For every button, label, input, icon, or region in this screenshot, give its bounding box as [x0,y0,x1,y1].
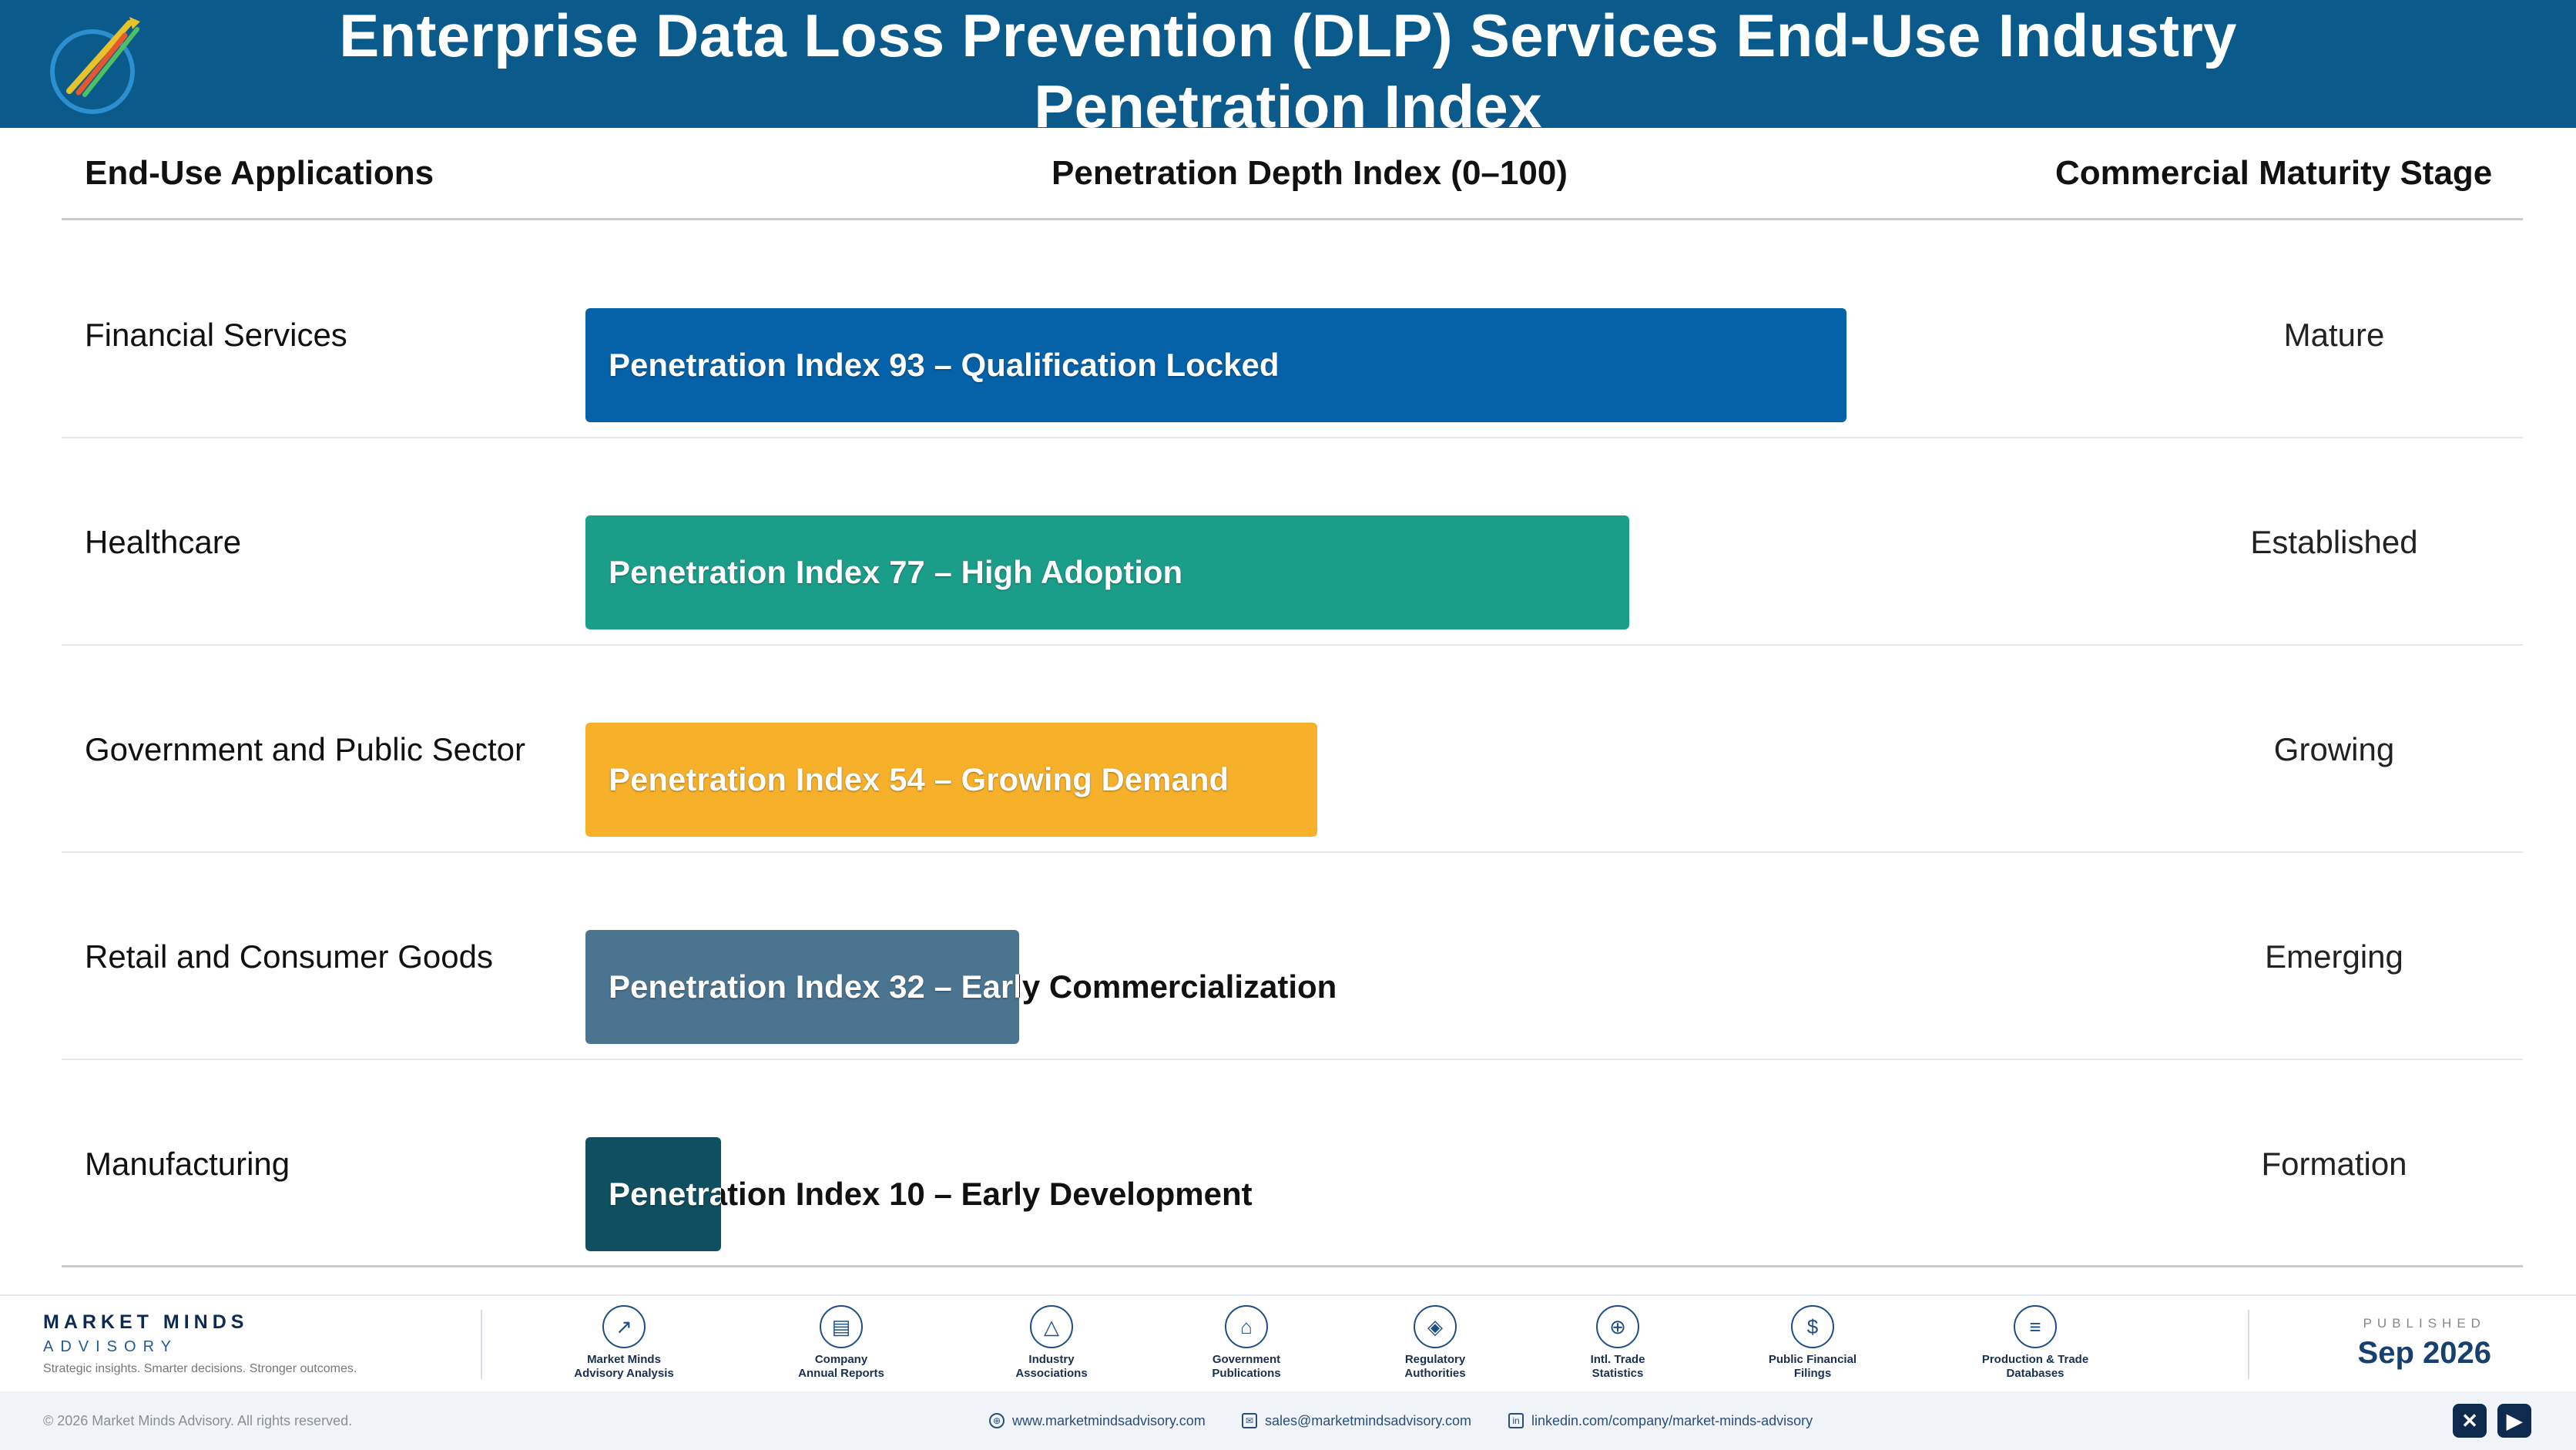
maturity-stage: Established [2250,523,2418,560]
published-label: PUBLISHED [2363,1316,2486,1331]
chart-row: Financial Services Penetration Index 93 –… [62,231,2523,438]
bar-data-label-inside: Penetration Index 54 – Growing Demand [609,761,1229,797]
source-label: Government Publications [1212,1353,1281,1380]
brand-tagline: Strategic insights. Smarter decisions. S… [43,1362,357,1375]
header-banner: Enterprise Data Loss Prevention (DLP) Se… [0,0,2576,140]
government-building-icon: ⌂ [1225,1305,1268,1348]
chart-row: Healthcare Penetration Index 77 – High Ad… [62,438,2523,646]
bar-track: Penetration Index 93 – Qualification Loc… [585,308,1941,422]
bar [585,308,1846,422]
bar-data-label: Penetration Index 54 – Growing Demand [609,761,1229,797]
source-label: Public Financial Filings [1768,1353,1857,1380]
category-label: Manufacturing [85,1145,290,1182]
chart-row: Retail and Consumer Goods Penetration Ind… [62,853,2523,1060]
email-link[interactable]: ✉ sales@marketmindsadvisory.com [1242,1391,1471,1450]
source-item: ⌂ Government Publications [1162,1305,1331,1381]
bar-data-label: Penetration Index 77 – High Adoption [609,554,1183,590]
brand-sub: ADVISORY [43,1338,178,1355]
page-title: Enterprise Data Loss Prevention (DLP) Se… [339,2,2237,140]
source-item: ⊕ Intl. Trade Statistics [1533,1305,1702,1381]
chart-row: Manufacturing Penetration Index 10 – Earl… [62,1060,2523,1267]
youtube-icon[interactable]: ▶ [2497,1404,2531,1438]
bar-track: Penetration Index 77 – High Adoption Pene… [585,515,1941,629]
globe-icon: ⊕ [989,1413,1005,1428]
bar-data-label-inside: Penetration Index 93 – Qualification Loc… [609,347,1280,383]
bar [585,930,1019,1044]
category-label: Financial Services [85,316,347,353]
source-label: Industry Associations [1015,1353,1088,1380]
maturity-stage: Formation [2261,1145,2407,1182]
column-header-applications: End-Use Applications [85,154,434,192]
bar-data-label-inside: Penetration Index 10 – Early Development [609,1176,721,1212]
source-item: ◈ Regulatory Authorities [1350,1305,1520,1381]
bar-data-label: Penetration Index 93 – Qualification Loc… [609,347,1280,383]
source-label: Regulatory Authorities [1404,1353,1466,1380]
linkedin-link[interactable]: in linkedin.com/company/market-minds-adv… [1508,1391,1813,1450]
bar-data-label-inside: Penetration Index 77 – High Adoption [609,554,1183,590]
bar-label-overlay: Penetration Index 32 – Early Commerciali… [585,930,1019,1044]
source-label: Market Minds Advisory Analysis [574,1353,674,1380]
bar-data-label: Penetration Index 10 – Early Development [609,1176,1253,1212]
bar [585,515,1629,629]
bar-label-overlay: Penetration Index 77 – High Adoption [585,515,1629,629]
shield-icon: ◈ [1414,1305,1457,1348]
bar [585,723,1317,837]
bar-label-overlay: Penetration Index 10 – Early Development [585,1137,721,1251]
brand-name: MARKET MINDS [43,1311,249,1333]
column-header-maturity: Commercial Maturity Stage [2055,154,2493,192]
bar-track: Penetration Index 32 – Early Commerciali… [585,930,1941,1044]
source-label: Intl. Trade Statistics [1590,1353,1645,1380]
logo-icon [50,17,140,114]
category-label: Government and Public Sector [85,730,525,767]
network-icon: △ [1030,1305,1073,1348]
sources-list: ↗ Market Minds Advisory Analysis ▤ Company … [539,1305,2126,1390]
bar-data-label: Penetration Index 32 – Early Commerciali… [609,968,1337,1005]
chart-row: Government and Public Sector Penetration … [62,646,2523,853]
bar-track: Penetration Index 10 – Early Development… [585,1137,1941,1251]
source-item: ▤ Company Annual Reports [756,1305,926,1381]
coin-icon: $ [1791,1305,1834,1348]
linkedin-text: linkedin.com/company/market-minds-adviso… [1531,1413,1813,1428]
maturity-stage: Emerging [2265,938,2403,975]
website-text: www.marketmindsadvisory.com [1012,1413,1206,1428]
source-item: $ Public Financial Filings [1728,1305,1897,1381]
chart-line-icon: ↗ [602,1305,646,1348]
published-block: PUBLISHED Sep 2026 [2358,1316,2491,1371]
brand-block: MARKET MINDS ADVISORY Strategic insights… [43,1311,357,1376]
x-social-icon[interactable]: ✕ [2453,1404,2487,1438]
column-header-depth: Penetration Depth Index (0–100) [1052,154,1568,192]
source-item: ↗ Market Minds Advisory Analysis [539,1305,709,1381]
database-icon: ≡ [2014,1305,2057,1348]
document-icon: ▤ [820,1305,863,1348]
source-item: ≡ Production & Trade Databases [1950,1305,2120,1381]
footer: MARKET MINDS ADVISORY Strategic insights… [0,1294,2576,1390]
bar-track: Penetration Index 54 – Growing Demand Pen… [585,723,1941,837]
bottom-bar: © 2026 Market Minds Advisory. All rights… [0,1391,2576,1450]
bar-label-overlay: Penetration Index 54 – Growing Demand [585,723,1317,837]
email-text: sales@marketmindsadvisory.com [1265,1413,1472,1428]
published-date: Sep 2026 [2357,1336,2491,1370]
bar-data-label-inside: Penetration Index 32 – Early Commerciali… [609,968,1019,1005]
footer-divider [481,1310,482,1379]
website-link[interactable]: ⊕ www.marketmindsadvisory.com [989,1391,1206,1450]
source-label: Production & Trade Databases [1981,1353,2089,1380]
category-label: Retail and Consumer Goods [85,938,493,975]
source-label: Company Annual Reports [798,1353,884,1380]
header-divider [62,218,2523,220]
category-label: Healthcare [85,523,242,560]
maturity-stage: Mature [2283,316,2385,353]
bar-label-overlay: Penetration Index 93 – Qualification Loc… [585,308,1846,422]
maturity-stage: Growing [2273,730,2395,767]
globe-icon: ⊕ [1596,1305,1639,1348]
source-item: △ Industry Associations [967,1305,1136,1381]
bar [585,1137,721,1251]
copyright-text: © 2026 Market Minds Advisory. All rights… [43,1413,353,1428]
footer-divider [2248,1310,2249,1379]
mail-icon: ✉ [1242,1413,1257,1428]
linkedin-icon: in [1508,1413,1524,1428]
